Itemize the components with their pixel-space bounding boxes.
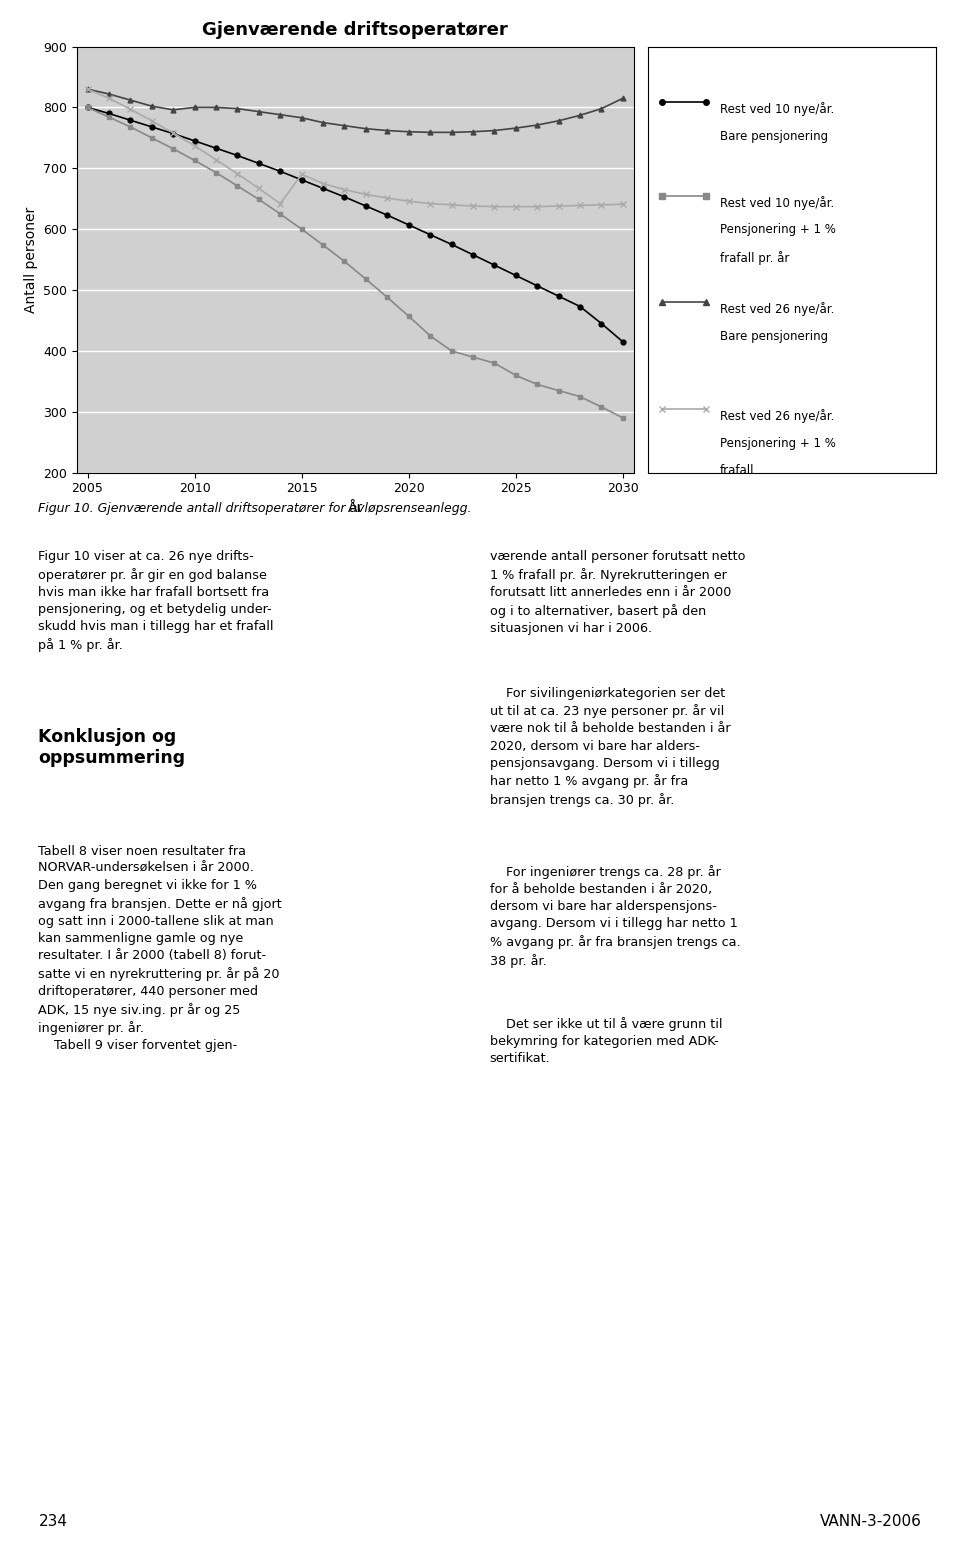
Text: Bare pensjonering: Bare pensjonering <box>720 130 828 143</box>
Text: Tabell 8 viser noen resultater fra
NORVAR-undersøkelsen i år 2000.
Den gang bere: Tabell 8 viser noen resultater fra NORVA… <box>38 845 282 1052</box>
Text: Pensjonering + 1 %: Pensjonering + 1 % <box>720 437 836 450</box>
Title: Gjenværende driftsoperatører: Gjenværende driftsoperatører <box>203 22 508 39</box>
Text: Rest ved 10 nye/år.: Rest ved 10 nye/år. <box>720 102 834 116</box>
Text: Bare pensjonering: Bare pensjonering <box>720 330 828 343</box>
Text: frafall pr. år: frafall pr. år <box>720 251 789 265</box>
Text: Rest ved 26 nye/år.: Rest ved 26 nye/år. <box>720 409 834 423</box>
Text: Figur 10 viser at ca. 26 nye drifts-
operatører pr. år gir en god balanse
hvis m: Figur 10 viser at ca. 26 nye drifts- ope… <box>38 550 274 653</box>
Text: VANN-3-2006: VANN-3-2006 <box>820 1514 922 1530</box>
Text: Figur 10. Gjenværende antall driftsoperatører for avløpsrenseanlegg.: Figur 10. Gjenværende antall driftsopera… <box>38 502 472 515</box>
Text: Rest ved 26 nye/år.: Rest ved 26 nye/år. <box>720 302 834 316</box>
Text: Pensjonering + 1 %: Pensjonering + 1 % <box>720 223 836 237</box>
Text: 234: 234 <box>38 1514 67 1530</box>
Text: Det ser ikke ut til å være grunn til
bekymring for kategorien med ADK-
sertifika: Det ser ikke ut til å være grunn til bek… <box>490 1017 722 1065</box>
Text: Konklusjon og
oppsummering: Konklusjon og oppsummering <box>38 728 185 767</box>
Text: værende antall personer forutsatt netto
1 % frafall pr. år. Nyrekrutteringen er
: værende antall personer forutsatt netto … <box>490 550 745 636</box>
Text: Rest ved 10 nye/år.: Rest ved 10 nye/år. <box>720 195 834 209</box>
Text: For sivilingeniørkategorien ser det
ut til at ca. 23 nye personer pr. år vil
vær: For sivilingeniørkategorien ser det ut t… <box>490 687 731 808</box>
Text: For ingeniører trengs ca. 28 pr. år
for å beholde bestanden i år 2020,
dersom vi: For ingeniører trengs ca. 28 pr. år for … <box>490 865 740 967</box>
X-axis label: År: År <box>348 501 363 515</box>
Y-axis label: Antall personer: Antall personer <box>24 206 37 313</box>
Text: frafall: frafall <box>720 465 755 477</box>
